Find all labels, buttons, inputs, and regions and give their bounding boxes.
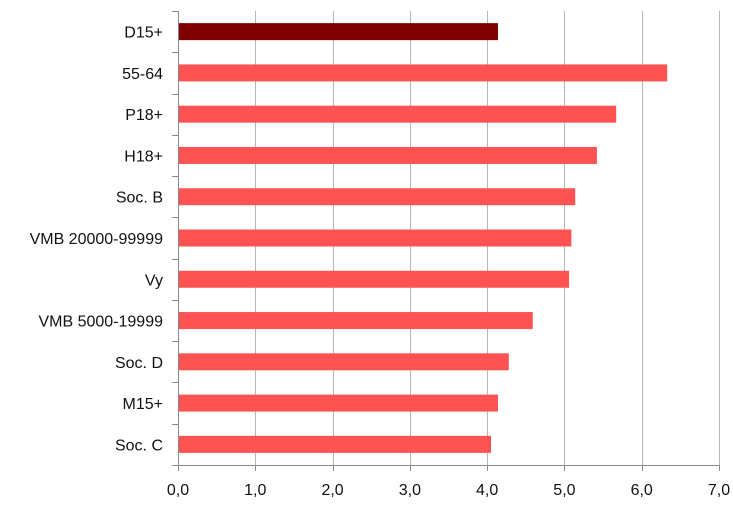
y-category-label: M15+ (123, 396, 163, 413)
x-tick-label: 6,0 (631, 482, 653, 499)
x-tick-label: 3,0 (399, 482, 421, 499)
y-category-label: VMB 20000-99999 (30, 231, 164, 248)
bars-layer (178, 23, 668, 453)
x-tick-label: 4,0 (476, 482, 498, 499)
bar-vmb-20000-99999 (178, 229, 572, 247)
x-tick-label: 1,0 (244, 482, 266, 499)
y-category-label: P18+ (125, 107, 163, 124)
bar-h18 (178, 146, 597, 164)
y-category-label: D15+ (124, 25, 163, 42)
bar-vmb-5000-19999 (178, 312, 533, 330)
labels-layer: 0,0 1,0 2,0 3,0 4,0 5,0 6,0 7,0 D15+ 55-64 P18+ H18… (30, 25, 731, 499)
bar-soc-d (178, 353, 509, 371)
bar-p18 (178, 105, 617, 123)
y-category-label: H18+ (124, 148, 163, 165)
bar-m15 (178, 394, 498, 412)
y-category-label: VMB 5000-19999 (38, 314, 163, 331)
y-category-label: Soc. B (116, 190, 163, 207)
bar-55-64 (178, 64, 668, 82)
y-category-label: Soc. D (115, 355, 163, 372)
bar-soc-c (178, 435, 492, 453)
x-tick-label: 2,0 (321, 482, 343, 499)
bar-d15 (178, 23, 498, 41)
x-tick-label: 7,0 (708, 482, 730, 499)
y-category-label: Soc. C (115, 437, 163, 454)
bar-soc-b (178, 188, 576, 206)
x-tick-label: 0,0 (167, 482, 189, 499)
bar-vy (178, 270, 570, 288)
y-category-label: Vy (145, 272, 163, 289)
x-tick-label: 5,0 (553, 482, 575, 499)
y-category-label: 55-64 (122, 66, 163, 83)
axes-layer (172, 11, 720, 471)
